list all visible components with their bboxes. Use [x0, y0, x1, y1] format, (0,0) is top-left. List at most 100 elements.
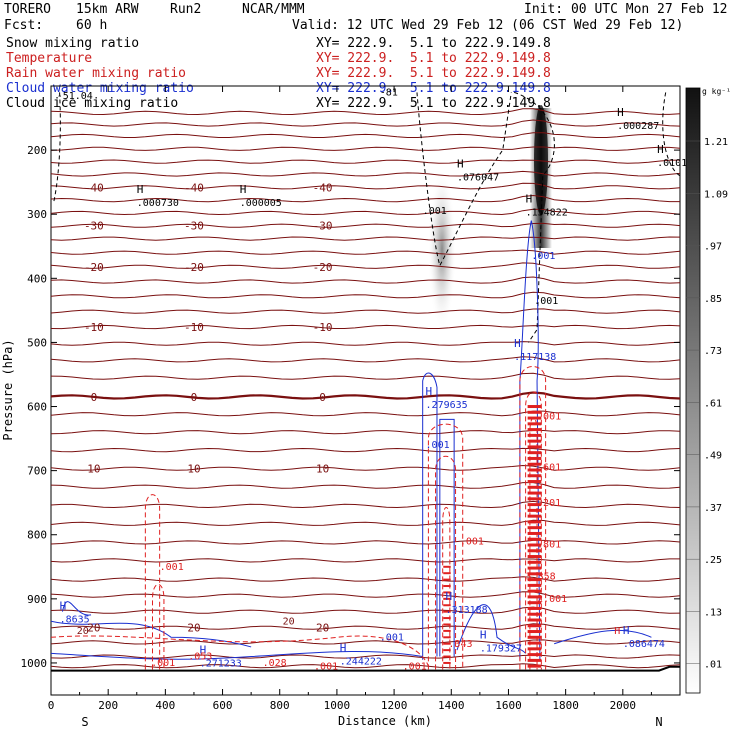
cloud-water-contour-low-4 — [554, 629, 652, 645]
high-marker: H — [60, 600, 67, 613]
isotherm-32 — [51, 159, 680, 164]
isotherm-label: 10 — [187, 463, 200, 476]
isotherm-21 — [51, 308, 680, 314]
x-tick-label: 800 — [270, 699, 290, 712]
header-fcst-value: 60 h — [76, 18, 108, 33]
rain-contour-sw-1 — [144, 494, 161, 670]
contour-label: .001 — [380, 633, 404, 644]
isotherm-22 — [51, 291, 680, 299]
high-marker: H — [137, 183, 144, 196]
y-tick-label: 700 — [27, 465, 47, 478]
isotherm-label: -40 — [313, 181, 333, 194]
colorbar-label: .37 — [704, 503, 722, 514]
endpoint-right: N — [655, 715, 662, 729]
colorbar-label: .49 — [704, 451, 722, 462]
isotherm-5 — [51, 591, 680, 598]
isotherm-13 — [51, 447, 680, 453]
isotherm-14 — [51, 430, 680, 435]
high-marker: H — [457, 157, 464, 170]
isotherm-label: -10 — [313, 321, 333, 334]
isotherm-28 — [51, 208, 680, 216]
header-run: Run2 — [170, 2, 202, 17]
contour-label: .001 — [403, 661, 427, 672]
axes: 0 200 400 600 800 1000 1200 1400 1600 1800 2000200… — [1, 86, 680, 729]
isotherm-25 — [51, 249, 680, 255]
high-marker: H — [446, 590, 453, 603]
y-tick-label: 400 — [27, 272, 47, 285]
contour-layers — [51, 91, 680, 672]
header-model: TORERO — [4, 2, 51, 17]
isotherm-12 — [51, 464, 680, 471]
x-axis-label: Distance (km) — [338, 714, 432, 728]
cloud-water-contour-low-3 — [456, 604, 526, 654]
rain-contour-east-outer — [519, 366, 547, 670]
contour-label: .801 — [537, 540, 561, 551]
isotherm-6 — [51, 576, 680, 582]
high-value: .076047 — [457, 172, 499, 183]
isotherm-16 — [51, 391, 680, 400]
isotherm-label: -30 — [313, 220, 333, 233]
high-marker: H — [480, 629, 487, 642]
high-value: .000730 — [137, 198, 179, 209]
isotherm-label: 20 — [87, 622, 100, 635]
isotherm-11 — [51, 482, 680, 489]
y-tick-label: 1000 — [21, 657, 48, 670]
high-value: .271233 — [200, 658, 242, 669]
high-value: .8635 — [60, 615, 90, 626]
y-tick-label: 900 — [27, 593, 47, 606]
contour-label: .001 — [460, 536, 484, 547]
isotherm-29 — [51, 194, 680, 203]
y-axis-label: Pressure (hPa) — [1, 339, 15, 440]
cloud-ice-contour-left — [53, 92, 61, 202]
header-fcst-label: Fcst: — [4, 18, 44, 33]
contour-label: 20 — [77, 626, 89, 637]
colorbar-label: .61 — [704, 398, 722, 409]
cloud-ice-contour-east — [514, 91, 555, 343]
x-tick-label: 200 — [98, 699, 118, 712]
high-marker: H — [514, 337, 521, 350]
contour-label: .201 — [537, 498, 561, 509]
field-xy-cloud-water: XY= 222.9. 5.1 to 222.9.149.8 — [316, 81, 551, 96]
isotherm-35 — [51, 119, 680, 127]
colorbar-label: .25 — [704, 555, 722, 566]
field-label-rain: Rain water mixing ratio — [6, 66, 187, 81]
isotherm-label: -30 — [184, 220, 204, 233]
cloud-water-contour-west-1 — [422, 372, 438, 660]
isotherm-8 — [51, 539, 680, 545]
high-value: .086474 — [623, 639, 665, 650]
isotherm-label: -20 — [184, 261, 204, 274]
contour-label: 3.358 — [526, 572, 556, 583]
colorbar-label: .85 — [704, 294, 722, 305]
high-marker: H — [617, 106, 624, 119]
x-tick-label: 1400 — [438, 699, 465, 712]
high-marker: H — [623, 624, 630, 637]
high-value: .000287 — [617, 121, 659, 132]
y-tick-label: 200 — [27, 144, 47, 157]
contour-label: .053 — [188, 652, 212, 663]
colorbar-label: .13 — [704, 607, 722, 618]
isotherm-4 — [51, 606, 680, 614]
x-tick-label: 2000 — [610, 699, 637, 712]
field-label-temperature: Temperature — [6, 51, 93, 66]
isotherm-23 — [51, 276, 680, 284]
isotherm-label: -20 — [84, 261, 104, 274]
colorbar: 1.21 1.09 .97 .85 .73 .61 .49 .37 .25 .13 .01 g kg⁻… — [685, 87, 731, 694]
contour-label: .343 — [448, 639, 472, 650]
endpoint-left: S — [81, 715, 88, 729]
isotherm-label: -40 — [84, 181, 104, 194]
rain-contour-low — [51, 635, 429, 667]
contour-label: .001 — [534, 296, 558, 307]
rain-contour-west-outer — [427, 423, 464, 670]
header-init: Init: 00 UTC Mon 27 Feb 12 — [524, 2, 728, 17]
high-marker: H — [426, 385, 433, 398]
field-xy-temperature: XY= 222.9. 5.1 to 222.9.149.8 — [316, 51, 551, 66]
cloud-ice-contour-west — [416, 92, 512, 267]
contour-label: .028 — [263, 658, 287, 669]
contour-label: .601 — [537, 463, 561, 474]
y-tick-label: 600 — [27, 401, 47, 414]
colorbar-label: .73 — [704, 346, 722, 357]
colorbar-label: 1.21 — [704, 137, 728, 148]
high-value: .313188 — [446, 605, 488, 616]
contour-label: .001 — [151, 658, 175, 669]
